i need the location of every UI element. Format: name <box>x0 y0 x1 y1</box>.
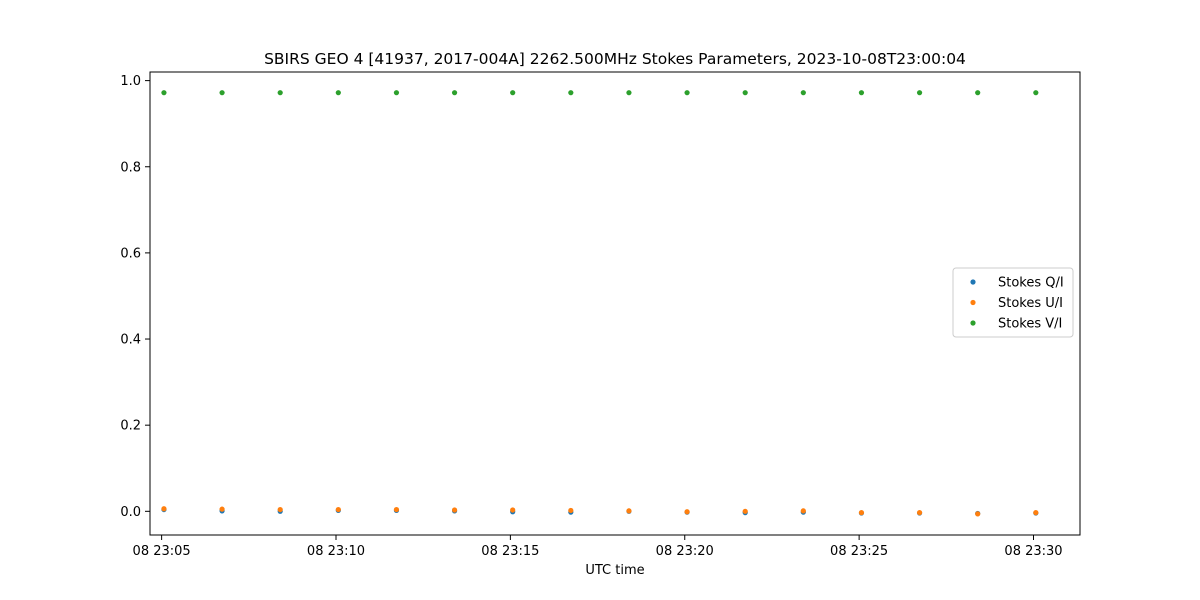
x-tick-label: 08 23:25 <box>830 544 888 559</box>
data-point <box>684 509 690 515</box>
data-point <box>451 507 458 513</box>
legend-marker <box>970 299 976 306</box>
y-tick-label: 1.0 <box>120 74 141 89</box>
data-point <box>800 508 806 514</box>
data-point <box>277 506 283 513</box>
x-tick-label: 08 23:10 <box>307 544 365 559</box>
data-point <box>975 90 981 96</box>
data-point <box>335 90 341 96</box>
data-point <box>568 90 574 96</box>
data-point <box>335 506 341 513</box>
x-axis: 08 23:05 08 23:10 08 23:15 08 23:20 08 23:25… <box>133 535 1063 559</box>
y-tick-label: 0.0 <box>120 505 141 520</box>
data-point <box>219 506 225 512</box>
data-point <box>916 510 923 516</box>
data-point <box>1033 90 1039 96</box>
legend-label: Stokes U/I <box>998 296 1063 311</box>
data-point <box>858 510 865 516</box>
legend-marker <box>970 320 976 326</box>
y-tick-label: 0.2 <box>120 419 141 434</box>
series-2 <box>161 506 1039 517</box>
x-tick-label: 08 23:20 <box>656 544 714 559</box>
data-point <box>161 90 167 96</box>
data-point <box>1033 510 1039 516</box>
series-1 <box>161 506 1039 517</box>
x-tick-label: 08 23:15 <box>481 544 539 559</box>
series-3 <box>161 90 1039 96</box>
data-point <box>742 90 748 96</box>
data-point <box>626 90 632 96</box>
data-point <box>742 508 748 514</box>
chart-title: SBIRS GEO 4 [41937, 2017-004A] 2262.500M… <box>264 50 966 68</box>
data-point <box>219 90 225 96</box>
data-point <box>161 506 167 512</box>
data-point <box>393 90 400 96</box>
plot-frame <box>149 71 1081 536</box>
x-axis-label: UTC time <box>585 563 644 578</box>
data-point <box>800 90 806 96</box>
y-tick-label: 0.8 <box>120 160 141 175</box>
x-tick-label: 08 23:05 <box>133 544 191 559</box>
data-point <box>510 507 516 513</box>
data-point <box>510 90 516 96</box>
x-tick-label: 08 23:30 <box>1004 544 1062 559</box>
plot-area <box>161 90 1039 517</box>
y-tick-label: 0.6 <box>120 246 141 261</box>
data-point <box>975 511 981 517</box>
data-point <box>858 90 865 96</box>
data-point <box>916 90 923 96</box>
legend-marker <box>970 279 976 285</box>
legend: Stokes Q/I Stokes U/I Stokes V/I <box>952 267 1074 338</box>
legend-label: Stokes V/I <box>998 317 1062 332</box>
data-point <box>626 508 632 514</box>
data-point <box>393 506 400 513</box>
data-point <box>451 90 458 96</box>
legend-label: Stokes Q/I <box>998 276 1064 291</box>
data-point <box>684 90 690 96</box>
legend-box <box>952 267 1074 338</box>
data-point <box>568 507 574 514</box>
y-tick-label: 0.4 <box>120 333 141 348</box>
y-axis: 0.0 0.2 0.4 0.6 0.8 1.0 <box>120 74 150 520</box>
data-point <box>277 90 283 96</box>
